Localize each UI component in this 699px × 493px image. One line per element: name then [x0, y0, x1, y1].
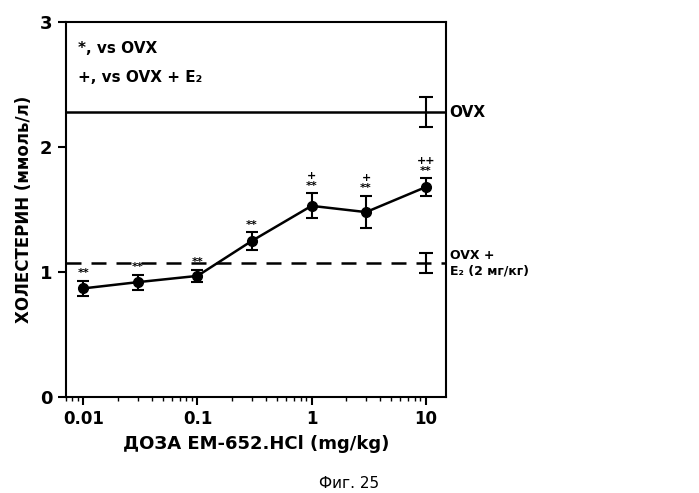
Text: Фиг. 25: Фиг. 25 [319, 476, 380, 491]
Y-axis label: ХОЛЕСТЕРИН (ммоль/л): ХОЛЕСТЕРИН (ммоль/л) [15, 96, 33, 323]
Text: **: ** [78, 268, 89, 279]
Text: +
**: + ** [360, 174, 372, 193]
Text: OVX: OVX [449, 105, 486, 119]
Text: **: ** [192, 257, 203, 267]
Text: +, vs OVX + E₂: +, vs OVX + E₂ [78, 70, 202, 84]
Text: +
**: + ** [305, 171, 317, 191]
X-axis label: ДОЗА EM-652.HCl (mg/kg): ДОЗА EM-652.HCl (mg/kg) [122, 435, 389, 454]
Text: **: ** [132, 262, 144, 272]
Text: **: ** [246, 219, 258, 230]
Text: ++
**: ++ ** [417, 156, 435, 176]
Text: OVX +
E₂ (2 мг/кг): OVX + E₂ (2 мг/кг) [449, 249, 528, 278]
Text: *, vs OVX: *, vs OVX [78, 41, 157, 56]
